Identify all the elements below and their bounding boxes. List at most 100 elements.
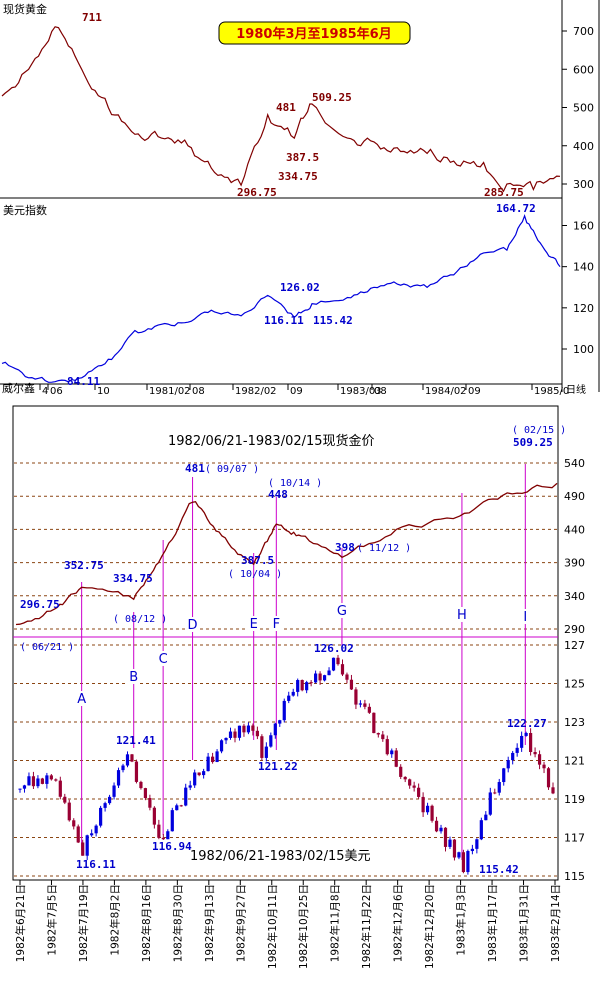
marker-label: A [77,692,86,707]
gold-top-value-label: 334.75 [278,170,318,183]
usd-candle-body [287,695,291,701]
gold-top-y-tick-label: 600 [573,63,594,76]
bottom-x-tick-label: 1982年8月30日 [171,884,184,962]
usd-candle-body [376,733,380,735]
usd-candle-body [524,732,528,736]
usd-candle-body [63,796,67,803]
usd-candle-body [134,761,139,782]
top-panel: 现货黄金 美元指数 1980年3月至1985年6月 300 400 500 600 70… [0,0,600,397]
gold-top-value-label: 509.25 [312,91,352,104]
usd-bottom-y-tick-label: 127 [564,639,585,652]
usd-candle-body [125,754,130,766]
top-x-tick-label: 09 [290,386,303,397]
gold-top-y-tick-label: 400 [573,140,594,153]
marker-label-bg [455,607,468,622]
usd-candle-body [385,739,389,755]
marker-label: C [159,652,168,667]
usd-candle-body [520,735,524,748]
usd-candle-body [170,810,174,832]
usd-label: 美元指数 [3,203,47,217]
bottom-x-tick-label: 1983年2月14日 [549,884,562,962]
usd-candle-body [300,680,304,691]
top-x-tick-label: 10 [97,386,110,397]
top-x-tick-label: 1985/0 [534,386,569,397]
usd-bottom-y-tick-label: 115 [564,870,585,883]
usd-candle-body [45,775,49,784]
usd-candle-body [533,751,537,755]
usd-candle-body [188,785,192,788]
gold-bottom-y-tick-label: 340 [564,590,585,603]
gold-bottom-value-label: 334.75 [113,572,153,585]
footer-suffix: 日线 [566,383,586,396]
gold-label: 现货黄金 [3,2,47,16]
usd-candle-body [318,673,322,681]
usd-candle-body [202,771,206,776]
marker-label-bg [519,609,532,624]
usd-candle-body [497,782,501,793]
gold-bottom-date-label: ( 06/21 ) [20,642,74,653]
bottom-x-ticks: 1982年6月21日 1982年7月5日 1982年7月19日 1982年8月2日 19… [14,880,562,969]
bottom-x-tick-label: 1982年10月11日 [266,884,279,969]
top-x-tick-label: 08 [374,386,387,397]
usd-bottom-value-label: 122.27 [507,717,547,730]
bottom-x-tick-label: 1982年12月6日 [392,884,405,962]
usd-candle-body [314,673,318,683]
gold-top-value-label: 296.75 [237,186,277,199]
marker-label: D [188,618,198,633]
gold-bottom-grid: 290 340 390 440 490 540 [14,457,585,636]
usd-candle-body [336,657,340,665]
usd-candle-body [506,760,510,769]
gold-bottom-y-tick-label: 290 [564,623,585,636]
marker-label: F [273,617,280,632]
usd-candle-body [157,824,161,838]
usd-candle-body [255,730,259,737]
usd-candle-body [152,807,156,825]
usd-top-line [1,213,561,383]
usd-candle-body [175,805,179,811]
gold-bottom-value-label: 387.5 [241,554,274,567]
usd-top-value-label: 164.72 [496,202,536,215]
gold-top-y-ticks: 300 400 500 600 700 [562,25,594,191]
usd-top-y-tick-label: 140 [573,261,594,274]
usd-candle-body [90,833,94,836]
marker-label-bg [270,616,283,631]
usd-candle-body [228,731,233,738]
usd-candle-body [139,781,143,789]
usd-candle-body [112,785,116,797]
usd-top-value-label: 116.11 [264,314,304,327]
marker-label-bg [157,651,170,666]
marker-label: I [523,610,527,625]
usd-candle-body [331,657,336,671]
usd-candle-body [425,805,430,813]
usd-bottom-value-label: 115.42 [479,863,519,876]
gold-top-value-label: 387.5 [286,151,319,164]
usd-candle-body [260,736,264,758]
bottom-x-tick-label: 1982年9月27日 [234,884,247,962]
usd-candle-body [206,756,210,772]
title-badge: 1980年3月至1985年6月 [218,21,411,45]
bottom-x-tick-label: 1983年1月31日 [518,884,531,962]
gold-bottom-line [15,482,558,626]
usd-candle-body [107,796,112,804]
usd-candle-body [430,805,434,821]
usd-candle-body [72,820,76,827]
usd-candle-body [246,725,251,733]
gold-bottom-y-tick-label: 490 [564,490,585,503]
bottom-x-tick-label: 1982年12月20日 [423,884,436,969]
usd-candle-body [278,720,282,724]
usd-candle-body [515,747,519,753]
bottom-x-tick-label: 1983年1月17日 [486,884,499,962]
bottom-x-tick-label: 1982年10月25日 [297,884,310,969]
usd-candle-body [372,712,376,734]
usd-candle-body [210,756,215,763]
usd-candle-body [99,807,103,826]
marker-lines: A B C D E F G H I [75,464,532,860]
usd-candle-body [511,752,515,761]
usd-candle-body [417,787,421,797]
usd-bottom-value-label: 116.11 [76,858,116,871]
usd-candle-body [233,731,237,738]
usd-candle-body [161,837,165,840]
usd-candle-body [54,779,58,781]
